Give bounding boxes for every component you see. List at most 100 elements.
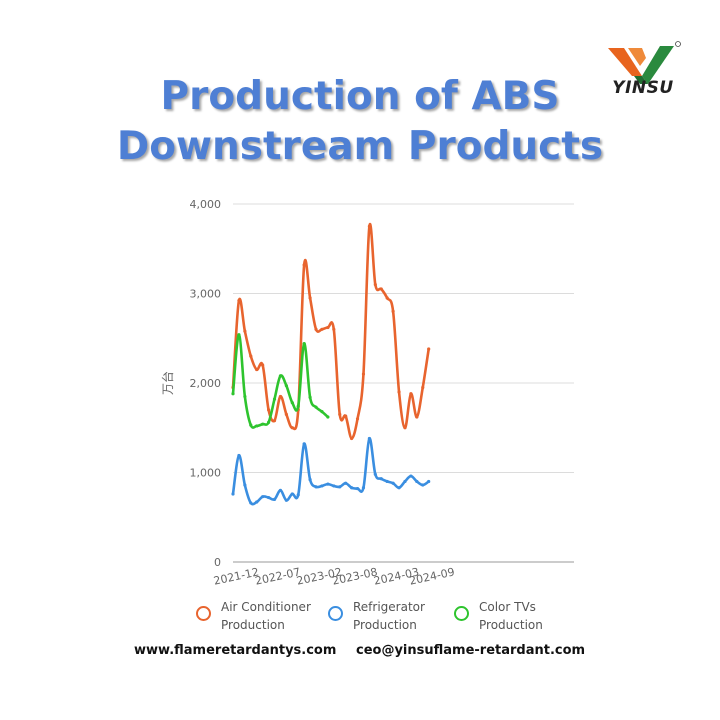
data-point <box>421 385 425 390</box>
series-line <box>231 222 430 440</box>
data-point <box>284 498 288 502</box>
data-point <box>290 426 294 430</box>
data-point <box>261 363 265 367</box>
data-point <box>308 478 312 482</box>
data-point <box>272 397 277 401</box>
data-point <box>308 395 312 399</box>
data-point <box>397 390 401 394</box>
y-tick-label: 4,000 <box>190 198 222 211</box>
title-line-2: Downstream Products <box>116 124 604 169</box>
data-point <box>338 485 342 489</box>
data-point <box>308 296 312 300</box>
data-point <box>314 485 318 489</box>
title-line-1: Production of ABS <box>160 74 560 119</box>
data-point <box>385 296 389 300</box>
data-point <box>284 384 288 388</box>
data-point <box>296 404 300 408</box>
data-point <box>415 415 419 419</box>
data-point <box>302 342 306 346</box>
legend-label-air-conditioner: Air Conditioner Production <box>221 600 311 632</box>
data-point <box>379 477 383 481</box>
data-point <box>272 497 277 501</box>
data-point <box>231 392 235 396</box>
data-point <box>344 481 348 485</box>
data-point <box>403 426 407 430</box>
data-point <box>361 372 366 376</box>
data-point <box>255 367 259 372</box>
data-point <box>278 394 283 399</box>
page-title: Production of ABS Downstream Products <box>60 72 660 172</box>
data-point <box>320 327 324 331</box>
data-point <box>237 453 241 458</box>
data-point <box>278 374 283 378</box>
y-tick-label: 0 <box>214 556 221 569</box>
data-point <box>243 394 247 399</box>
data-point <box>284 412 288 416</box>
data-point <box>266 420 271 424</box>
data-point <box>415 479 419 484</box>
data-point <box>373 472 377 476</box>
logo-wordmark: YINSU <box>612 78 674 98</box>
footer-email[interactable]: ceo@yinsuflame-retardant.com <box>356 643 586 658</box>
y-tick-label: 3,000 <box>190 288 222 301</box>
data-point <box>290 401 294 405</box>
y-tick-label: 1,000 <box>190 467 222 480</box>
legend-label-refrigerator: Refrigerator Production <box>353 600 425 632</box>
data-point <box>397 486 401 490</box>
data-point <box>249 354 253 358</box>
yinsu-logo <box>608 41 681 84</box>
data-point <box>355 487 360 491</box>
data-point <box>272 418 277 423</box>
data-point <box>332 484 336 488</box>
data-point <box>320 484 324 488</box>
data-point <box>367 224 371 228</box>
chart-legend: Air Conditioner Production Refrigerator … <box>196 598 596 638</box>
data-point <box>278 488 283 492</box>
legend-item-air-conditioner[interactable]: Air Conditioner Production <box>196 598 321 634</box>
data-point <box>320 410 324 414</box>
legend-item-color-tvs[interactable]: Color TVs Production <box>454 598 579 634</box>
data-point <box>302 263 306 267</box>
data-point <box>373 282 377 287</box>
data-point <box>326 325 330 330</box>
data-point <box>332 327 336 331</box>
data-point <box>290 492 294 496</box>
data-point <box>261 422 265 426</box>
data-point <box>427 347 431 351</box>
data-point <box>326 415 330 419</box>
legend-marker-color-tvs <box>454 606 469 621</box>
data-point <box>344 414 348 418</box>
data-point <box>255 424 259 428</box>
legend-marker-refrigerator <box>328 606 343 621</box>
data-point <box>361 486 366 490</box>
data-point <box>237 299 241 303</box>
legend-label-color-tvs: Color TVs Production <box>479 600 543 632</box>
footer-website[interactable]: www.flameretardantys.com <box>134 643 337 658</box>
data-point <box>249 501 253 505</box>
data-point <box>249 423 253 427</box>
data-point <box>243 483 247 487</box>
data-point <box>314 327 318 331</box>
legend-item-refrigerator[interactable]: Refrigerator Production <box>328 598 453 634</box>
data-point <box>403 479 407 484</box>
data-point <box>302 442 306 446</box>
data-point <box>409 474 413 478</box>
x-tick-label: 2022-07 <box>254 565 302 587</box>
data-point <box>314 405 318 409</box>
data-point <box>350 486 354 490</box>
data-point <box>355 417 360 421</box>
series-line <box>231 333 329 429</box>
data-point <box>243 329 247 333</box>
data-point <box>421 483 425 487</box>
data-point <box>261 495 265 499</box>
data-point <box>350 436 354 441</box>
data-point <box>391 309 395 313</box>
legend-marker-air-conditioner <box>196 606 211 621</box>
data-point <box>326 482 330 486</box>
data-point <box>391 481 395 485</box>
data-point <box>427 479 431 484</box>
y-tick-label: 2,000 <box>190 377 222 390</box>
data-point <box>385 479 389 484</box>
data-point <box>266 495 271 500</box>
